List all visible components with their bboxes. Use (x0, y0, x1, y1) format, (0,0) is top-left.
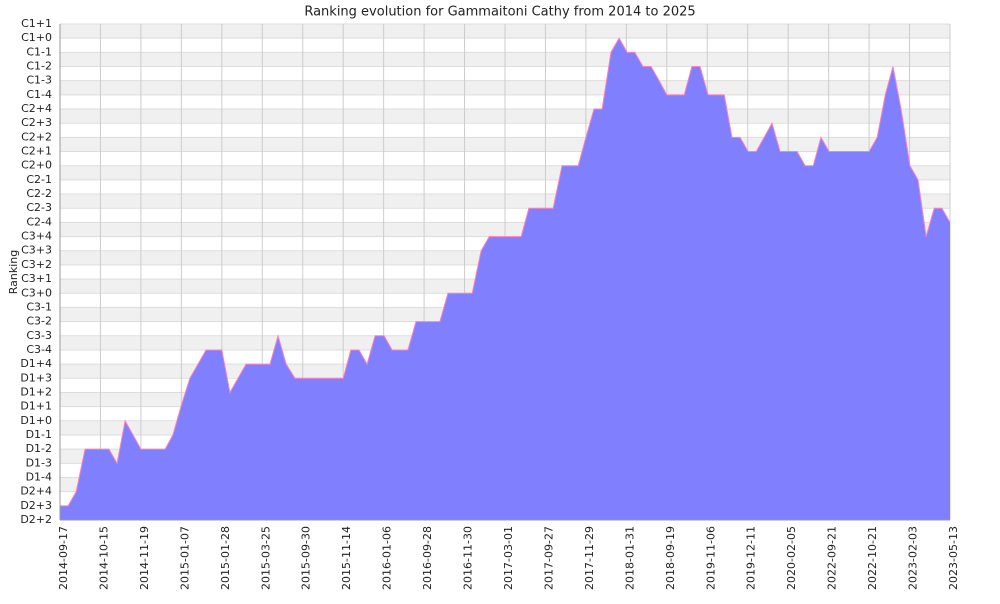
y-tick-label: C1+1 (21, 17, 52, 30)
y-tick-label: D1-4 (26, 470, 52, 483)
x-tick-label: 2017-09-27 (542, 526, 555, 590)
x-tick-label: 2014-10-15 (97, 526, 110, 590)
x-tick-label: 2023-05-13 (947, 526, 960, 590)
x-tick-label: 2015-11-14 (340, 526, 353, 590)
x-tick-label: 2017-11-29 (583, 526, 596, 590)
x-tick-label: 2015-03-25 (259, 526, 272, 590)
y-tick-label: D1+0 (20, 414, 52, 427)
x-tick-label: 2016-09-28 (421, 526, 434, 590)
y-tick-label: C2-2 (26, 187, 52, 200)
y-tick-label: C2+4 (21, 102, 52, 115)
y-tick-label: C2-3 (26, 201, 52, 214)
x-tick-label: 2016-11-30 (462, 526, 475, 590)
y-tick-label: C1-2 (26, 60, 52, 73)
x-tick-label: 2023-02-03 (907, 526, 920, 590)
x-tick-label: 2019-11-06 (704, 526, 717, 590)
y-tick-label: C2+1 (21, 145, 52, 158)
x-tick-label: 2014-11-19 (138, 526, 151, 590)
y-tick-label: D1-1 (26, 428, 52, 441)
x-tick-label: 2015-01-07 (178, 526, 191, 590)
x-tick-label: 2020-02-05 (785, 526, 798, 590)
y-tick-label: C2+2 (21, 130, 52, 143)
y-tick-label: D1+2 (20, 385, 52, 398)
y-tick-label: D1+1 (20, 400, 52, 413)
x-tick-label: 2019-12-11 (745, 526, 758, 590)
y-tick-label: C3-4 (26, 343, 52, 356)
y-tick-label: C1+0 (21, 31, 52, 44)
y-tick-label: D2+4 (20, 485, 52, 498)
y-axis-label: Ranking (7, 250, 20, 295)
x-tick-label: 2015-09-30 (300, 526, 313, 590)
y-tick-label: D2+3 (20, 499, 52, 512)
y-tick-label: C2-4 (26, 215, 52, 228)
y-tick-label: C3+1 (21, 272, 52, 285)
y-tick-label: C2-1 (26, 173, 52, 186)
y-tick-label: C3+3 (21, 244, 52, 257)
x-tick-label: 2014-09-17 (57, 526, 70, 590)
x-tick-label: 2017-03-01 (502, 526, 515, 590)
x-tick-label: 2016-01-06 (381, 526, 394, 590)
y-tick-label: C3+2 (21, 258, 52, 271)
y-tick-label: C3+0 (21, 286, 52, 299)
y-tick-label: C2+3 (21, 116, 52, 129)
y-tick-label: D1+4 (20, 357, 52, 370)
chart-title: Ranking evolution for Gammaitoni Cathy f… (304, 5, 695, 20)
area-line (60, 37, 951, 507)
y-tick-label: D1-3 (26, 456, 52, 469)
y-tick-label: C1-4 (26, 88, 52, 101)
y-tick-label: C2+0 (21, 159, 52, 172)
area-fill (60, 38, 950, 521)
x-tick-label: 2022-10-21 (866, 526, 879, 590)
y-tick-label: D1-2 (26, 442, 52, 455)
x-tick-label: 2022-09-21 (826, 526, 839, 590)
y-tick-label: D2+2 (20, 513, 52, 526)
y-tick-label: C3-1 (26, 300, 52, 313)
y-tick-label: C3-2 (26, 315, 52, 328)
y-tick-label: C3-3 (26, 329, 52, 342)
y-tick-label: D1+3 (20, 371, 52, 384)
y-tick-label: C3+4 (21, 230, 52, 243)
y-tick-label: C1-1 (26, 45, 52, 58)
y-tick-label: C1-3 (26, 74, 52, 87)
x-tick-label: 2018-01-31 (623, 526, 636, 590)
x-tick-label: 2015-01-28 (219, 526, 232, 590)
x-tick-label: 2018-09-19 (664, 526, 677, 590)
